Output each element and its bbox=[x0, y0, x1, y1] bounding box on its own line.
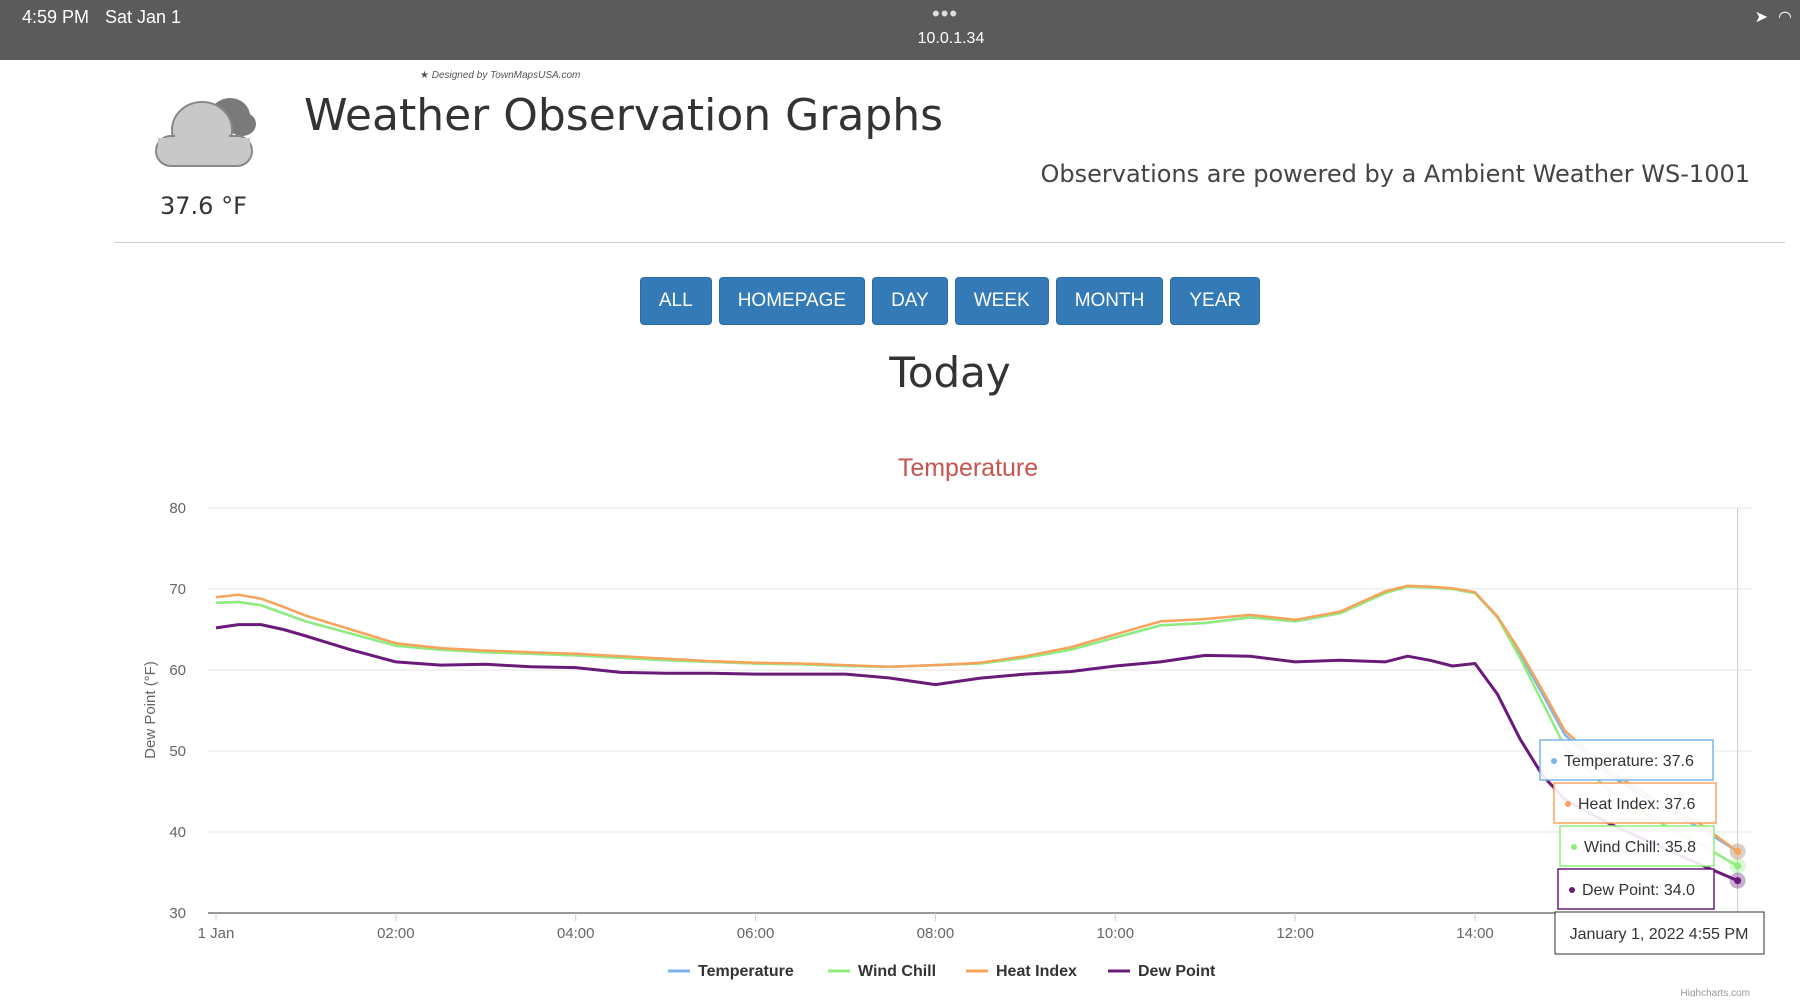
legend-item[interactable]: Wind Chill bbox=[858, 963, 936, 980]
x-tick-label: 14:00 bbox=[1456, 925, 1494, 942]
chart-svg[interactable]: Temperature Dew Point (°F) 1 Jan 02:00 04:… bbox=[0, 440, 1800, 999]
tooltip-dot bbox=[1551, 758, 1557, 764]
tooltip-box bbox=[1557, 868, 1715, 910]
tooltip-box bbox=[1539, 739, 1714, 781]
x-tick-label: 02:00 bbox=[377, 925, 415, 942]
page-title: Weather Observation Graphs bbox=[304, 90, 944, 141]
range-nav: ALL HOMEPAGE DAY WEEK MONTH YEAR bbox=[0, 277, 1800, 325]
series-line-wind-chill[interactable] bbox=[215, 585, 1739, 868]
designed-by-credit[interactable]: ★ Designed by TownMapsUSA.com bbox=[420, 70, 581, 81]
tooltip-box bbox=[1553, 782, 1717, 824]
tooltip-dot bbox=[1569, 887, 1575, 893]
homepage-button[interactable]: HOMEPAGE bbox=[718, 277, 866, 325]
current-temperature: 37.6 °F bbox=[160, 192, 247, 220]
wifi-icon: ◠ bbox=[1778, 9, 1792, 26]
tooltip-dot bbox=[1565, 801, 1571, 807]
series-point[interactable] bbox=[1734, 862, 1742, 870]
status-date: Sat Jan 1 bbox=[105, 7, 182, 27]
y-tick-label: 60 bbox=[169, 662, 186, 679]
year-button[interactable]: YEAR bbox=[1170, 277, 1261, 325]
series-point[interactable] bbox=[1734, 877, 1742, 885]
section-title: Today bbox=[889, 348, 1011, 397]
location-icon: ➤ bbox=[1754, 9, 1769, 26]
chart-title: Temperature bbox=[898, 454, 1038, 482]
tooltip-text: Dew Point: 34.0 bbox=[1582, 882, 1695, 899]
y-axis-label: Dew Point (°F) bbox=[142, 661, 159, 759]
x-tick-label: 06:00 bbox=[737, 925, 775, 942]
y-tick-label: 30 bbox=[169, 905, 186, 922]
status-time: 4:59 PM bbox=[22, 7, 90, 27]
all-button[interactable]: ALL bbox=[639, 277, 712, 325]
cloudy-icon bbox=[155, 98, 256, 167]
x-tick-label: 1 Jan bbox=[198, 925, 235, 942]
tooltip-date: January 1, 2022 4:55 PM bbox=[1570, 926, 1749, 943]
series-line-heat-index[interactable] bbox=[215, 584, 1739, 853]
x-tick-label: 08:00 bbox=[917, 925, 955, 942]
legend-item[interactable]: Temperature bbox=[698, 963, 794, 980]
series-line-dew-point[interactable] bbox=[215, 623, 1739, 882]
tooltip-text: Heat Index: 37.6 bbox=[1578, 796, 1696, 813]
x-tick-label: 10:00 bbox=[1097, 925, 1135, 942]
y-tick-label: 70 bbox=[169, 581, 186, 598]
tooltip-text: Wind Chill: 35.8 bbox=[1584, 839, 1696, 856]
tooltip-date-box bbox=[1554, 911, 1765, 955]
address-url[interactable]: 10.0.1.34 bbox=[917, 30, 985, 47]
day-button[interactable]: DAY bbox=[872, 277, 948, 325]
month-button[interactable]: MONTH bbox=[1055, 277, 1164, 325]
tooltip-text: Temperature: 37.6 bbox=[1564, 753, 1694, 770]
chart-credits[interactable]: Highcharts.com bbox=[1681, 988, 1750, 999]
x-tick-label: 04:00 bbox=[557, 925, 595, 942]
y-tick-label: 80 bbox=[169, 500, 186, 517]
tooltip-dot bbox=[1571, 844, 1577, 850]
series-point[interactable] bbox=[1734, 847, 1742, 855]
powered-by-text: Observations are powered by a Ambient We… bbox=[1040, 160, 1751, 188]
temperature-chart[interactable]: Temperature Dew Point (°F) 1 Jan 02:00 04:… bbox=[0, 440, 1800, 999]
y-tick-label: 40 bbox=[169, 824, 186, 841]
tooltip-box bbox=[1559, 825, 1715, 867]
x-tick-label: 12:00 bbox=[1276, 925, 1314, 942]
multitasking-dots-icon[interactable]: ••• bbox=[932, 1, 959, 26]
legend-item[interactable]: Dew Point bbox=[1138, 963, 1216, 980]
status-bar: 4:59 PM Sat Jan 1 ••• 10.0.1.34 ➤ ◠ bbox=[0, 0, 1800, 60]
legend-item[interactable]: Heat Index bbox=[996, 963, 1077, 980]
week-button[interactable]: WEEK bbox=[954, 277, 1049, 325]
status-icons: ➤ ◠ bbox=[1755, 7, 1792, 27]
y-tick-label: 50 bbox=[169, 743, 186, 760]
header-divider bbox=[115, 242, 1785, 243]
